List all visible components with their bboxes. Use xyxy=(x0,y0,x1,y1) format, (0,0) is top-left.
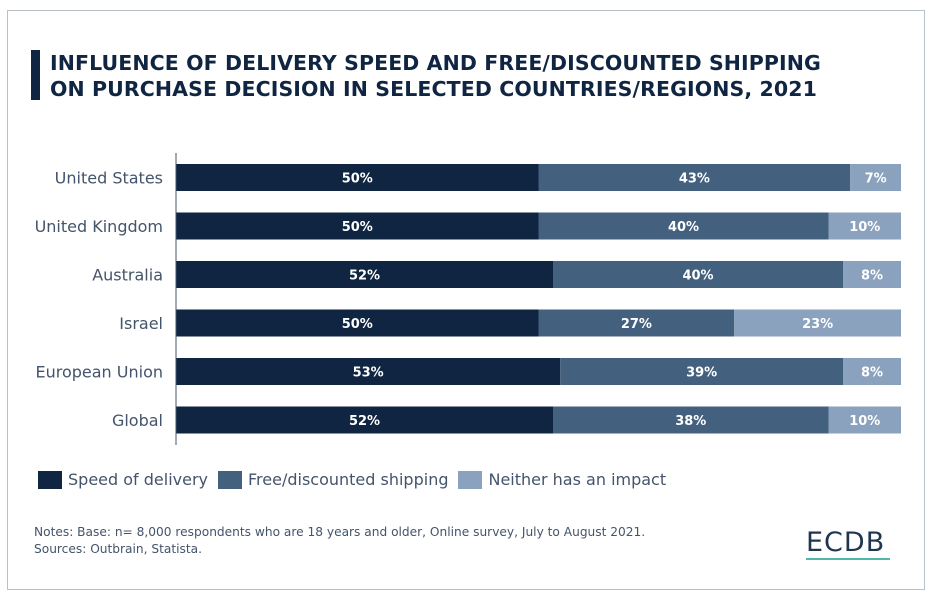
bar-united-states-free-discounted-shipping xyxy=(538,164,851,191)
bar-australia-speed-of-delivery xyxy=(176,261,553,288)
category-label-global: Global xyxy=(112,411,163,430)
legend-label-neither: Neither has an impact xyxy=(488,470,667,489)
bar-european-union-neither-has-an-impact xyxy=(843,358,901,385)
category-label-united-states: United States xyxy=(55,169,163,188)
value-label-united-states-speed-of-delivery: 50% xyxy=(342,172,373,187)
value-label-united-states-neither-has-an-impact: 7% xyxy=(865,172,887,187)
bar-united-kingdom-speed-of-delivery xyxy=(176,212,539,240)
bar-israel-neither-has-an-impact xyxy=(734,309,901,337)
value-label-israel-neither-has-an-impact: 23% xyxy=(802,317,833,332)
logo-underline xyxy=(806,558,890,560)
value-label-european-union-speed-of-delivery: 53% xyxy=(353,366,384,381)
bar-israel-free-discounted-shipping xyxy=(538,309,735,337)
bar-united-states-speed-of-delivery xyxy=(176,164,539,191)
value-label-australia-speed-of-delivery: 52% xyxy=(349,269,380,284)
category-label-australia: Australia xyxy=(92,266,163,285)
value-label-global-speed-of-delivery: 52% xyxy=(349,414,380,429)
legend-label-shipping: Free/discounted shipping xyxy=(248,470,449,489)
bar-australia-free-discounted-shipping xyxy=(553,261,843,288)
notes: Notes: Base: n= 8,000 respondents who ar… xyxy=(34,524,645,558)
bar-global-neither-has-an-impact xyxy=(828,406,901,434)
value-label-european-union-neither-has-an-impact: 8% xyxy=(861,366,883,381)
legend-label-speed: Speed of delivery xyxy=(68,470,208,489)
bar-israel-speed-of-delivery xyxy=(176,309,539,337)
bar-australia-neither-has-an-impact xyxy=(843,261,901,288)
value-label-united-kingdom-neither-has-an-impact: 10% xyxy=(849,220,880,235)
chart-title: INFLUENCE OF DELIVERY SPEED AND FREE/DIS… xyxy=(50,50,821,102)
value-label-united-states-free-discounted-shipping: 43% xyxy=(679,172,710,187)
legend-item-neither: Neither has an impact xyxy=(458,470,666,489)
value-label-united-kingdom-free-discounted-shipping: 40% xyxy=(668,220,699,235)
value-label-australia-neither-has-an-impact: 8% xyxy=(861,269,883,284)
bar-european-union-speed-of-delivery xyxy=(176,358,561,385)
value-label-united-kingdom-speed-of-delivery: 50% xyxy=(342,220,373,235)
value-label-global-neither-has-an-impact: 10% xyxy=(849,414,880,429)
chart-title-line-2: ON PURCHASE DECISION IN SELECTED COUNTRI… xyxy=(50,77,817,101)
value-label-european-union-free-discounted-shipping: 39% xyxy=(686,366,717,381)
category-label-european-union: European Union xyxy=(35,363,163,382)
category-label-united-kingdom: United Kingdom xyxy=(35,217,163,236)
bar-global-free-discounted-shipping xyxy=(553,406,829,434)
legend: Speed of delivery Free/discounted shippi… xyxy=(38,470,676,489)
ecdb-logo: ECDB xyxy=(806,527,886,558)
bar-united-states-neither-has-an-impact xyxy=(850,164,901,191)
legend-swatch-neither xyxy=(458,470,483,489)
value-label-israel-speed-of-delivery: 50% xyxy=(342,317,373,332)
value-label-global-free-discounted-shipping: 38% xyxy=(675,414,706,429)
legend-item-speed: Speed of delivery xyxy=(38,470,208,489)
chart-frame xyxy=(7,10,925,590)
legend-item-shipping: Free/discounted shipping xyxy=(218,470,448,489)
value-label-australia-free-discounted-shipping: 40% xyxy=(682,269,713,284)
bar-global-speed-of-delivery xyxy=(176,406,553,434)
category-label-israel: Israel xyxy=(119,314,163,333)
legend-swatch-shipping xyxy=(218,470,242,489)
notes-base: Notes: Base: n= 8,000 respondents who ar… xyxy=(34,525,646,539)
bar-united-kingdom-neither-has-an-impact xyxy=(828,212,901,240)
notes-sources: Sources: Outbrain, Statista. xyxy=(34,542,202,556)
chart-title-line-1: INFLUENCE OF DELIVERY SPEED AND FREE/DIS… xyxy=(50,51,821,75)
value-label-israel-free-discounted-shipping: 27% xyxy=(621,317,652,332)
bar-united-kingdom-free-discounted-shipping xyxy=(538,212,829,240)
legend-swatch-speed xyxy=(38,470,62,489)
bar-european-union-free-discounted-shipping xyxy=(560,358,843,385)
title-accent-bar xyxy=(31,50,40,100)
